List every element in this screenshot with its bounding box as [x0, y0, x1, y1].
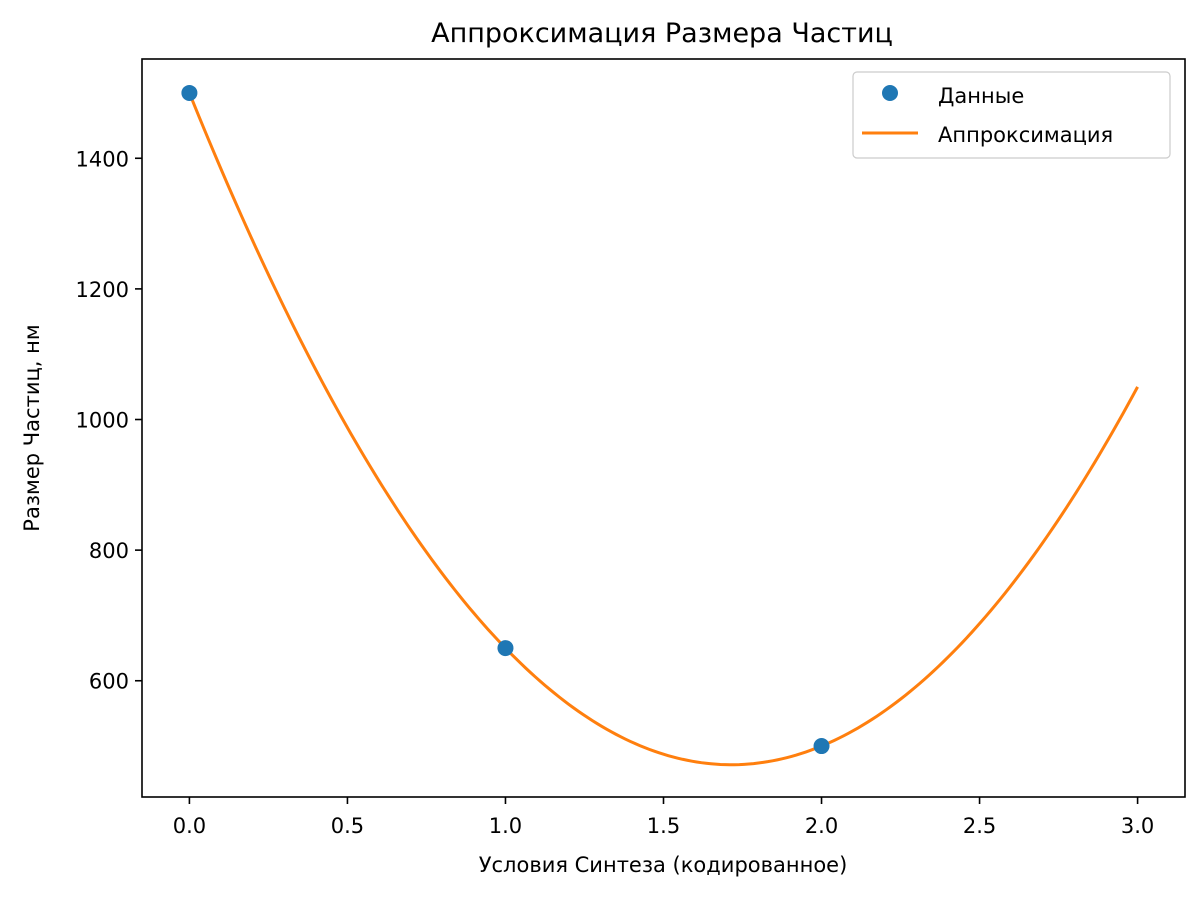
y-tick-label: 600	[89, 670, 129, 694]
x-tick-label: 2.0	[805, 814, 838, 838]
plot-area	[141, 58, 1186, 798]
x-tick-label: 1.5	[647, 814, 680, 838]
legend-box	[852, 71, 1171, 159]
data-point	[181, 84, 198, 101]
y-tick-label: 1200	[76, 278, 129, 302]
y-tick-label: 1400	[76, 147, 129, 171]
data-point	[813, 738, 830, 755]
x-tick-label: 3.0	[1121, 814, 1154, 838]
x-tick-label: 0.0	[173, 814, 206, 838]
chart-title: Аппроксимация Размера Частиц	[431, 18, 893, 49]
y-axis-ticks: 600 800 1000 1200 1400	[76, 147, 142, 694]
x-axis-label: Условия Синтеза (кодированное)	[479, 853, 848, 877]
x-tick-label: 0.5	[331, 814, 364, 838]
legend-label-data: Данные	[938, 84, 1024, 108]
fit-curve	[188, 92, 1139, 767]
data-points-layer	[181, 84, 830, 755]
y-axis-label: Размер Частиц, нм	[20, 324, 44, 531]
y-tick-label: 800	[89, 539, 129, 563]
legend-marker-data	[882, 85, 898, 101]
data-point	[497, 640, 514, 657]
x-tick-label: 2.5	[963, 814, 996, 838]
x-tick-label: 1.0	[489, 814, 522, 838]
plot-frame	[141, 58, 1186, 798]
legend: Данные Аппроксимация	[852, 71, 1171, 159]
x-axis-ticks: 0.0 0.5 1.0 1.5 2.0 2.5 3.0	[173, 797, 1154, 838]
fit-curve-layer	[188, 92, 1139, 767]
legend-label-fit: Аппроксимация	[938, 123, 1113, 147]
y-tick-label: 1000	[76, 409, 129, 433]
